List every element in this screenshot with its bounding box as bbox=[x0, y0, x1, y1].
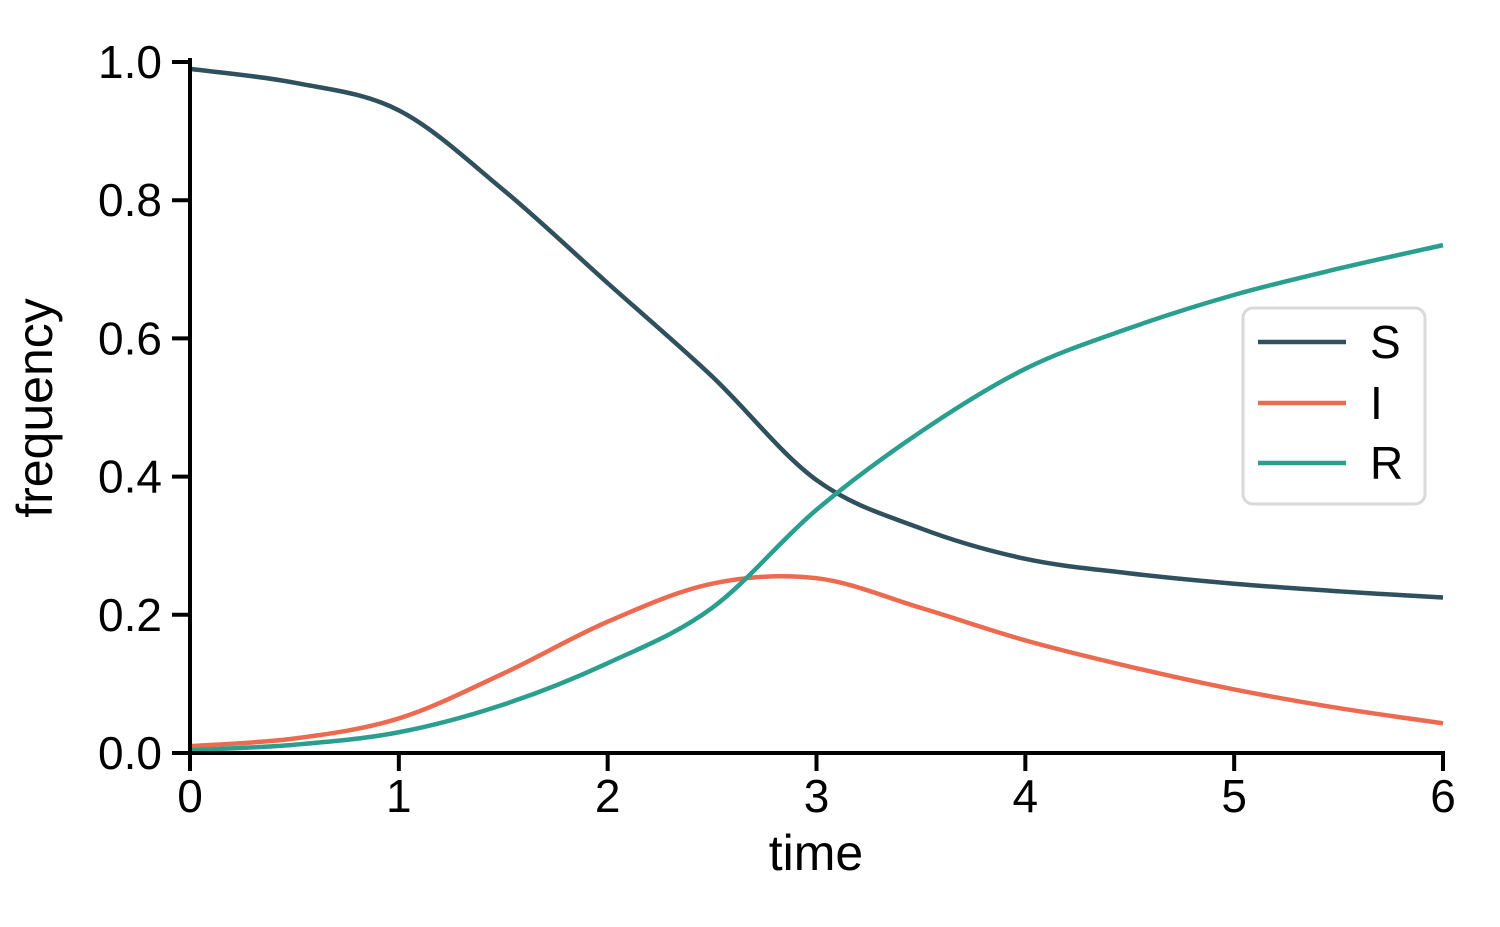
x-tick-label: 3 bbox=[804, 770, 830, 822]
series-line-I bbox=[189, 573, 1444, 749]
legend-label-S: S bbox=[1370, 316, 1401, 368]
legend: S I R bbox=[1241, 306, 1427, 506]
y-tick-label: 1.0 bbox=[98, 36, 162, 88]
legend-row: I bbox=[1258, 377, 1383, 429]
legend-box bbox=[1241, 306, 1427, 506]
plot-area bbox=[189, 66, 1444, 753]
y-tick-label: 0.2 bbox=[98, 589, 162, 641]
x-tick-label: 4 bbox=[1013, 770, 1039, 822]
legend-row: S bbox=[1258, 316, 1401, 368]
x-tick-label: 6 bbox=[1430, 770, 1456, 822]
y-tick-label: 0.6 bbox=[98, 312, 162, 364]
x-tick-label: 2 bbox=[595, 770, 621, 822]
series-line-S bbox=[189, 66, 1444, 600]
y-tick-label: 0.4 bbox=[98, 451, 162, 503]
y-axis-label: frequency bbox=[7, 298, 63, 518]
legend-label-R: R bbox=[1370, 437, 1403, 489]
x-tick-label: 0 bbox=[177, 770, 203, 822]
series-line-R bbox=[189, 242, 1444, 753]
axes: 0 1 2 3 4 5 6 0.0 0.2 0.4 0.6 0.8 1.0 bbox=[98, 36, 1456, 822]
x-axis-label: time bbox=[769, 825, 863, 881]
x-tick-label: 1 bbox=[386, 770, 412, 822]
y-tick-label: 0.0 bbox=[98, 727, 162, 779]
x-tick-label: 5 bbox=[1221, 770, 1247, 822]
legend-label-I: I bbox=[1370, 377, 1383, 429]
y-tick-label: 0.8 bbox=[98, 174, 162, 226]
legend-row: R bbox=[1258, 437, 1403, 489]
